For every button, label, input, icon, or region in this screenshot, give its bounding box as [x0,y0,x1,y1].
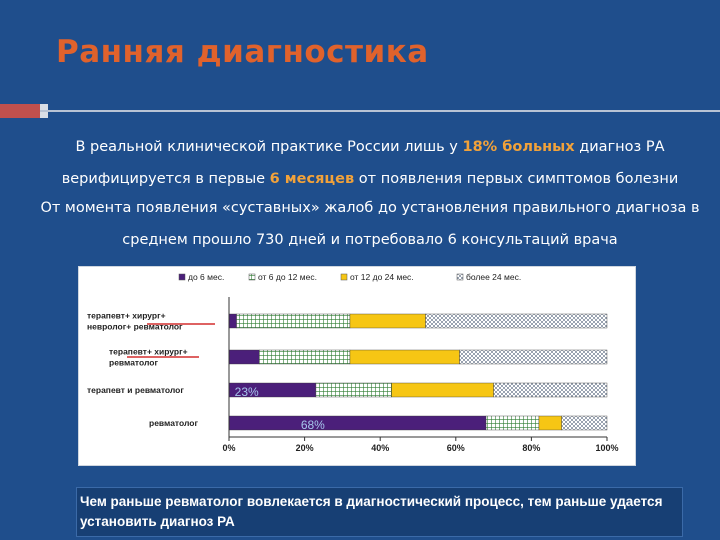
delay-paragraph: От момента появления «суставных» жалоб д… [40,200,700,248]
legend-swatch [248,273,256,281]
category-label: ревматолог [149,418,198,428]
bar-segment [485,415,540,431]
bar-segment [425,313,608,329]
legend-label: до 6 мес. [188,272,224,282]
bar-segment [228,415,487,431]
intro-text-2: диагноз РА верифицируется в первые [61,139,665,187]
footer-conclusion: Чем раньше ревматолог вовлекается в диаг… [80,494,663,529]
x-tick-label: 60% [447,443,465,453]
bar-segment [236,313,351,329]
bar-segment [349,349,460,365]
x-tick-label: 80% [522,443,540,453]
diagnosis-chart-svg: до 6 мес. от 6 до 12 мес. от 12 до 24 мес.… [87,272,619,453]
legend-label: от 12 до 24 мес. [350,272,414,282]
legend-label: более 24 мес. [466,272,521,282]
intro-highlight-percent: 18% больных [462,139,575,155]
x-tick-label: 0% [222,443,235,453]
footer-box [76,487,683,537]
data-label: 23% [235,385,259,399]
legend-swatch [456,273,464,281]
divider-accent [0,104,40,118]
category-label: терапевт и ревматолог [87,385,184,395]
bar-segment [538,415,562,431]
x-tick-label: 40% [371,443,389,453]
category-label: терапевт+ хирург+ [109,347,188,357]
bar-segment [561,415,608,431]
bar-segment [459,349,608,365]
bar-segment [349,313,426,329]
legend-label: от 6 до 12 мес. [258,272,317,282]
intro-highlight-months: 6 месяцев [269,171,355,187]
bar-segment [493,382,608,398]
intro-paragraph: В реальной клинической практике России л… [40,131,700,195]
divider-line [40,110,720,112]
x-tick-label: 100% [595,443,618,453]
x-tick-label: 20% [296,443,314,453]
diagnosis-chart: до 6 мес. от 6 до 12 мес. от 12 до 24 мес.… [78,266,636,466]
legend-swatch [178,273,186,281]
bar-segment [228,313,237,329]
bar-segment [259,349,351,365]
data-label: 68% [301,418,325,432]
title-divider [0,104,720,118]
intro-text-3: от появления первых симптомов болезни [354,171,679,187]
bar-segment [391,382,494,398]
category-label: ревматолог [109,358,158,368]
bar-segment [228,349,260,365]
intro-text-1: В реальной клинической практике России л… [75,139,463,155]
bar-segment [315,382,392,398]
category-label: невролог+ ревматолог [87,322,183,332]
category-label: терапевт+ хирург+ [87,311,166,321]
legend-swatch [340,273,348,281]
slide-title: Ранняя диагностика [56,34,429,70]
